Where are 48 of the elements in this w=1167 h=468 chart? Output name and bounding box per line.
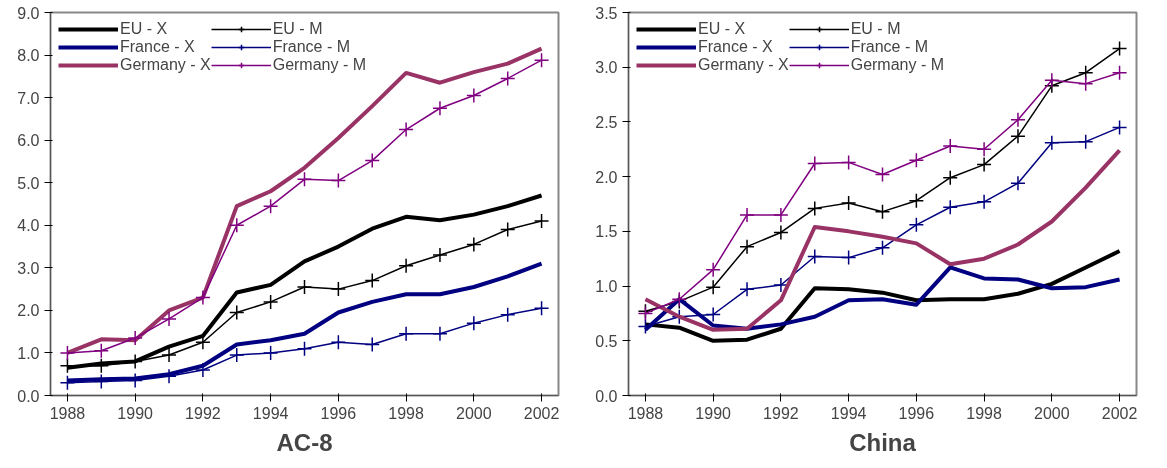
legend-label: France - X bbox=[120, 38, 195, 56]
y-tick-label: 3.0 bbox=[595, 59, 618, 77]
x-tick-label: 2002 bbox=[523, 404, 560, 422]
y-tick-label: 2.0 bbox=[17, 302, 40, 320]
x-tick-label: 2002 bbox=[1101, 404, 1138, 422]
x-tick-label: 1990 bbox=[117, 404, 154, 422]
y-tick-label: 0.5 bbox=[595, 332, 618, 350]
x-tick-label: 1992 bbox=[185, 404, 221, 422]
y-tick-label: 4.0 bbox=[17, 217, 40, 235]
x-tick-label: 1990 bbox=[695, 404, 732, 422]
y-tick-label: 0.0 bbox=[595, 387, 618, 405]
y-tick-label: 0.0 bbox=[17, 387, 40, 405]
legend-label: EU - X bbox=[698, 20, 746, 38]
legend-label: EU - M bbox=[850, 20, 901, 38]
y-tick-label: 9.0 bbox=[17, 4, 40, 22]
y-tick-label: 1.5 bbox=[595, 223, 618, 241]
y-tick-label: 1.0 bbox=[17, 344, 40, 362]
legend-label: Germany - M bbox=[272, 56, 367, 74]
text: AC-8 bbox=[276, 428, 333, 456]
legend-label: EU - M bbox=[272, 20, 323, 38]
x-tick-label: 1994 bbox=[252, 404, 289, 422]
x-tick-label: 1996 bbox=[320, 404, 357, 422]
x-tick-label: 1988 bbox=[627, 404, 664, 422]
x-tick-label: 1992 bbox=[763, 404, 799, 422]
y-tick-label: 3.0 bbox=[17, 259, 40, 277]
legend-label: France - M bbox=[272, 38, 351, 56]
y-tick-label: 2.0 bbox=[595, 168, 618, 186]
legend-label: France - M bbox=[850, 38, 929, 56]
x-tick-label: 2000 bbox=[1034, 404, 1070, 422]
y-tick-label: 6.0 bbox=[17, 132, 40, 150]
x-tick-label: 1996 bbox=[898, 404, 935, 422]
x-tick-label: 2000 bbox=[456, 404, 492, 422]
legend-label: Germany - X bbox=[120, 56, 211, 74]
x-tick-label: 1988 bbox=[49, 404, 86, 422]
y-tick-label: 8.0 bbox=[17, 47, 40, 65]
legend-label: EU - X bbox=[120, 20, 168, 38]
x-tick-label: 1994 bbox=[830, 404, 867, 422]
x-tick-label: 1998 bbox=[966, 404, 1002, 422]
text: China bbox=[849, 428, 917, 456]
legend-label: Germany - X bbox=[698, 56, 789, 74]
y-tick-label: 5.0 bbox=[17, 174, 40, 192]
y-tick-label: 7.0 bbox=[17, 89, 40, 107]
y-tick-label: 2.5 bbox=[595, 113, 618, 131]
y-tick-label: 1.0 bbox=[595, 278, 618, 296]
legend-label: France - X bbox=[698, 38, 773, 56]
y-tick-label: 3.5 bbox=[595, 4, 618, 22]
legend-label: Germany - M bbox=[850, 56, 945, 74]
x-tick-label: 1998 bbox=[388, 404, 424, 422]
